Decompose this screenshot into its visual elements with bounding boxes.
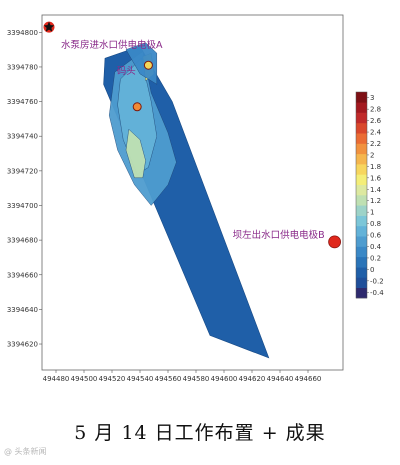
colorbar-segment [356, 236, 367, 247]
electrode-b-label: 坝左出水口供电电极B [233, 229, 325, 241]
colorbar-segment [356, 256, 367, 268]
colorbar-tick-label: 2.2 [370, 140, 381, 148]
electrode-b-marker [328, 235, 342, 249]
x-tick-label: 494520 [99, 375, 126, 383]
colorbar-tick-label: 0.6 [370, 232, 382, 240]
colorbar: 3 2.8 2.6 2.4 2.2 2 1.8 1.6 1.4 1.2 1 0.8 0.6 0.4 0.2 0… [355, 91, 384, 299]
colorbar-segment [356, 133, 367, 144]
colorbar-segment [356, 205, 367, 216]
colorbar-segment [356, 164, 367, 175]
anomaly-marker [132, 102, 142, 112]
y-tick-label: 3394760 [7, 98, 38, 106]
chart-markers: 水泵房进水口供电电极A 坝左出水口供电电极B 码头 [43, 21, 342, 249]
colorbar-tick-label: 0 [370, 266, 374, 274]
colorbar-segment [356, 267, 367, 278]
colorbar-segment [356, 92, 367, 103]
colorbar-segment [356, 215, 367, 227]
anomaly-zone [125, 42, 158, 85]
colorbar-tick-label: 1.6 [370, 174, 382, 182]
y-tick-label: 3394620 [7, 341, 38, 349]
colorbar-frame [355, 91, 368, 299]
x-axis-ticks: 494480 494500 494520 494540 494560 494580 4946… [43, 370, 322, 383]
y-tick-label: 3394680 [7, 237, 38, 245]
colorbar-segment [356, 287, 367, 299]
colorbar-tick-label: 1.4 [370, 186, 382, 194]
colorbar-tick-label: 1 [370, 209, 374, 217]
colorbar-segment [356, 195, 367, 206]
colorbar-segment [356, 102, 367, 113]
colorbar-segment [356, 277, 367, 288]
electrode-a-star [43, 21, 55, 32]
x-tick-label: 494620 [239, 375, 266, 383]
y-tick-label: 3394660 [7, 271, 38, 279]
y-tick-label: 3394740 [7, 133, 38, 141]
x-tick-label: 494660 [295, 375, 322, 383]
y-tick-label: 3394720 [7, 167, 38, 175]
colorbar-tick-label: -0.4 [370, 289, 384, 297]
colorbar-tick-label: 2 [370, 151, 374, 159]
colorbar-segment [356, 153, 367, 165]
y-tick-label: 3394640 [7, 306, 38, 314]
chart-figure: 494480 494500 494520 494540 494560 494580 4946… [7, 14, 384, 383]
colorbar-tick-label: 0.2 [370, 254, 381, 262]
watermark: @ 头条新闻 [4, 447, 47, 456]
x-tick-label: 494600 [211, 375, 238, 383]
annotation-label: 码头 [117, 65, 136, 77]
electrode-a-label: 水泵房进水口供电电极A [61, 39, 163, 51]
colorbar-segment [356, 184, 367, 196]
colorbar-tick-label: 2.4 [370, 129, 382, 137]
x-tick-label: 494540 [127, 375, 154, 383]
colorbar-segment [356, 174, 367, 185]
anomaly-marker [143, 60, 153, 70]
colorbar-segment [356, 246, 367, 258]
chart-frame [41, 14, 344, 371]
colorbar-tick-label: 1.2 [370, 197, 381, 205]
colorbar-tick-label: 0.8 [370, 220, 381, 228]
colorbar-tick-label: 2.6 [370, 117, 382, 125]
colorbar-segment [356, 143, 367, 155]
x-tick-label: 494480 [43, 375, 70, 383]
x-tick-label: 494560 [155, 375, 182, 383]
y-tick-label: 3394780 [7, 63, 38, 71]
survey-area [103, 42, 270, 359]
colorbar-tick-label: 1.8 [370, 163, 381, 171]
colorbar-tick-label: 2.8 [370, 106, 381, 114]
x-tick-label: 494500 [71, 375, 98, 383]
colorbar-segment [356, 225, 367, 237]
plot-frame [41, 14, 344, 371]
y-axis-ticks: 3394800 3394780 3394760 3394740 3394720 33947… [7, 29, 42, 349]
anomaly-zone [125, 128, 146, 179]
colorbar-segment [356, 112, 367, 124]
colorbar-segment [356, 122, 367, 134]
x-tick-label: 494580 [183, 375, 210, 383]
colorbar-tick-label: -0.2 [370, 277, 384, 285]
colorbar-tick-label: 3 [370, 94, 374, 102]
y-tick-label: 3394800 [7, 29, 38, 37]
x-tick-label: 494640 [267, 375, 294, 383]
y-tick-label: 3394700 [7, 202, 38, 210]
colorbar-tick-label: 0.4 [370, 243, 382, 251]
figure-caption: 5 月 14 日工作布置 + 成果 [74, 422, 326, 444]
